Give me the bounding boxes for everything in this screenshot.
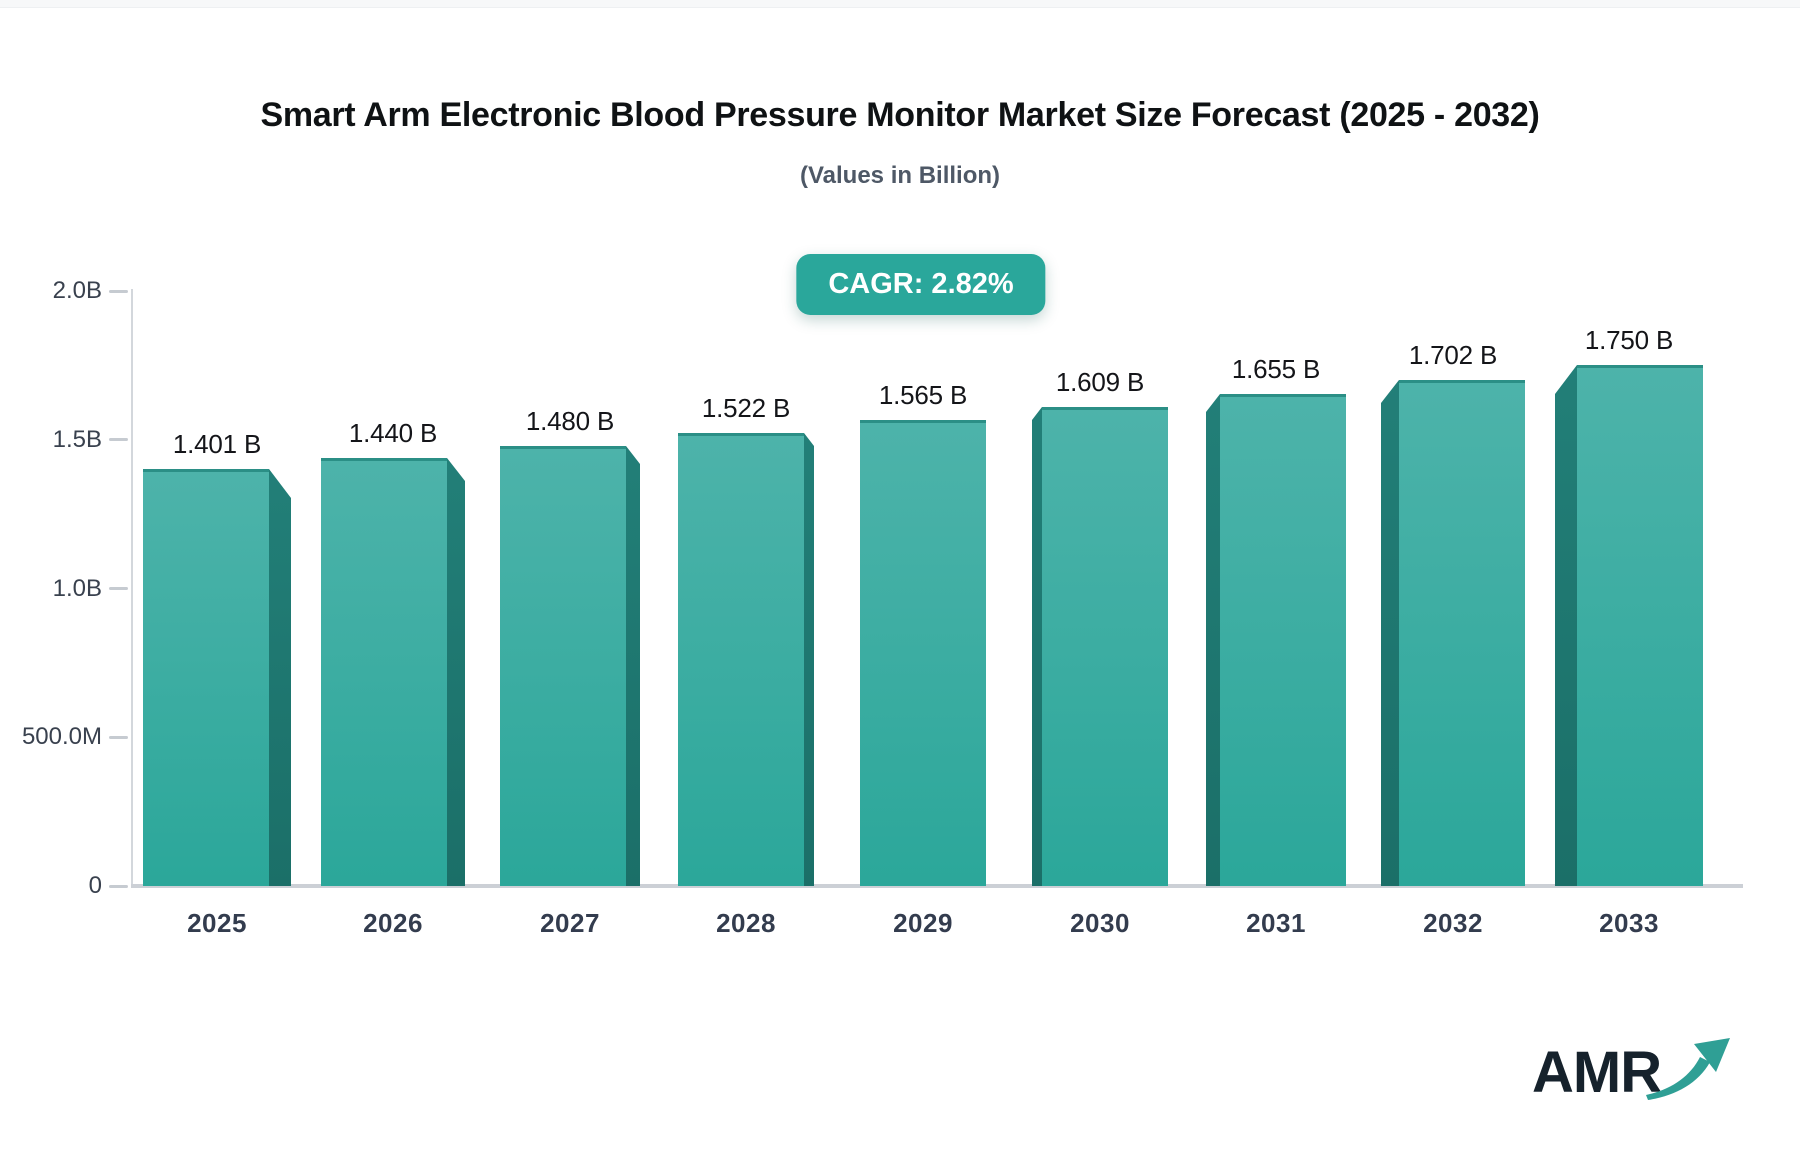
bar-2030-side-face [1032, 407, 1042, 886]
y-axis-tick [109, 438, 128, 442]
y-axis-tick [109, 735, 128, 739]
top-edge-strip [0, 0, 1800, 8]
bar-value-label-2030: 1.609 B [1055, 367, 1145, 397]
bar-value-label-2026: 1.440 B [348, 418, 438, 448]
bar-2032-side-face [1381, 380, 1399, 886]
x-axis-line [131, 884, 1743, 888]
amr-logo: AMR [1532, 1036, 1772, 1126]
bar-2027-side-face [626, 446, 640, 886]
y-axis-tick-label: 2.0B [52, 277, 102, 304]
x-axis-label-2030: 2030 [1070, 908, 1130, 938]
y-axis-tick-label: 1.0B [52, 574, 102, 602]
bar-2025 [143, 469, 269, 886]
x-axis-label-2026: 2026 [363, 908, 423, 938]
bar-value-label-2028: 1.522 B [701, 393, 791, 423]
bar-2028 [678, 433, 804, 886]
y-axis-tick-label: 500.0M [21, 723, 102, 751]
bar-2029 [860, 420, 986, 886]
chart-title: Smart Arm Electronic Blood Pressure Moni… [260, 96, 1540, 134]
bar-2032 [1399, 380, 1525, 886]
y-axis-tick [109, 884, 128, 888]
bar-value-label-2029: 1.565 B [878, 380, 968, 410]
x-axis-label-2033: 2033 [1599, 908, 1659, 938]
bar-2033 [1577, 365, 1703, 886]
bar-2025-side-face [269, 469, 291, 886]
x-axis-label-2025: 2025 [187, 908, 247, 938]
y-axis-line [131, 289, 133, 888]
amr-logo-text: AMR [1532, 1040, 1662, 1105]
cagr-badge: CAGR: 2.82% [796, 254, 1046, 315]
bar-2033-side-face [1555, 365, 1577, 886]
bar-value-label-2027: 1.480 B [525, 406, 615, 436]
bar-2026-side-face [447, 458, 465, 886]
y-axis-tick [109, 587, 128, 590]
bar-value-label-2033: 1.750 B [1584, 325, 1674, 355]
growth-arrow-icon [1646, 1038, 1730, 1100]
x-axis-label-2031: 2031 [1246, 908, 1306, 938]
x-axis-label-2028: 2028 [716, 908, 776, 938]
chart-subtitle: (Values in Billion) [799, 162, 1001, 189]
bar-2028-side-face [804, 433, 814, 886]
bar-2030 [1042, 407, 1168, 886]
y-axis-tick [109, 289, 128, 293]
bar-value-label-2031: 1.655 B [1231, 354, 1321, 384]
bar-2031 [1220, 394, 1346, 886]
x-axis-label-2029: 2029 [893, 908, 953, 938]
bar-2026 [321, 458, 447, 886]
bar-value-label-2025: 1.401 B [172, 429, 262, 459]
y-axis-tick-label: 1.5B [52, 425, 102, 453]
y-axis-tick-label: 0 [88, 872, 102, 899]
bar-2031-side-face [1206, 394, 1220, 886]
bar-value-label-2032: 1.702 B [1408, 340, 1498, 370]
bar-2027 [500, 446, 626, 886]
x-axis-label-2027: 2027 [540, 908, 600, 938]
x-axis-label-2032: 2032 [1423, 908, 1483, 938]
